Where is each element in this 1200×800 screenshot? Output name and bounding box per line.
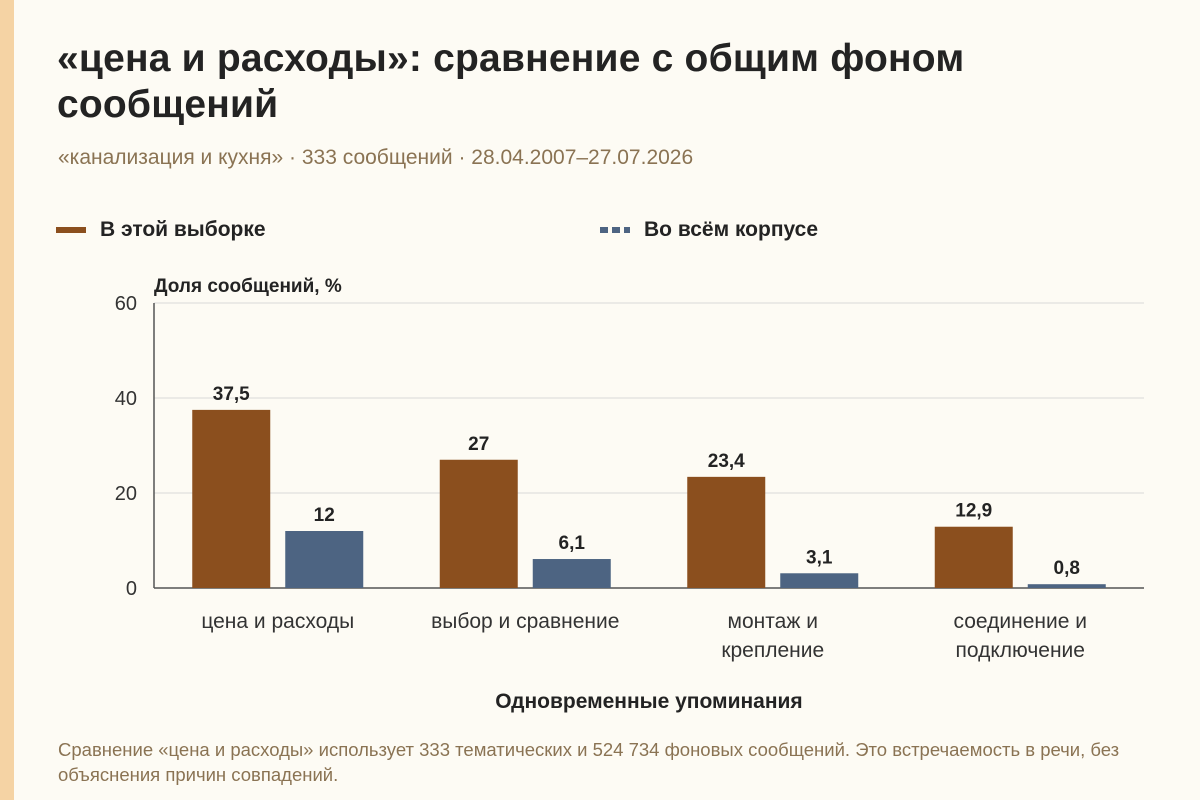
category-label: соединение и bbox=[954, 610, 1087, 633]
category-label: цена и расходы bbox=[201, 610, 354, 633]
legend-label-sample: В этой выборке bbox=[100, 218, 266, 241]
category-label: подключение bbox=[956, 639, 1085, 662]
y-tick-label: 60 bbox=[115, 293, 137, 315]
data-label: 27 bbox=[468, 434, 489, 455]
data-label: 3,1 bbox=[806, 547, 833, 568]
footnote: Сравнение «цена и расходы» использует 33… bbox=[58, 739, 1120, 785]
x-axis-label: Одновременные упоминания bbox=[495, 690, 802, 713]
category-label: монтаж и bbox=[728, 610, 818, 633]
legend-swatch-corpus bbox=[600, 227, 630, 233]
data-label: 37,5 bbox=[213, 384, 250, 405]
bar-corpus bbox=[1027, 584, 1106, 588]
bar-sample bbox=[687, 476, 766, 588]
bar-corpus bbox=[780, 573, 859, 588]
legend-item-sample: В этой выборке bbox=[56, 218, 266, 242]
bar-sample bbox=[192, 409, 271, 588]
bar-corpus bbox=[532, 559, 611, 588]
legend-label-corpus: Во всём корпусе bbox=[644, 218, 819, 241]
y-tick-label: 40 bbox=[115, 388, 137, 410]
chart-subtitle: «канализация и кухня» · 333 сообщений · … bbox=[58, 146, 694, 169]
legend-item-corpus: Во всём корпусе bbox=[600, 218, 818, 242]
category-label: крепление bbox=[721, 639, 824, 662]
y-axis-label: Доля сообщений, % bbox=[154, 276, 342, 297]
y-tick-label: 0 bbox=[126, 578, 137, 600]
data-label: 12,9 bbox=[955, 501, 992, 522]
bar-sample bbox=[934, 526, 1013, 588]
legend-swatch-sample bbox=[56, 227, 86, 233]
bar-corpus bbox=[285, 531, 364, 588]
bar-sample bbox=[439, 459, 518, 588]
data-label: 12 bbox=[314, 505, 335, 526]
data-label: 23,4 bbox=[708, 451, 745, 472]
data-label: 6,1 bbox=[559, 533, 586, 554]
category-label: выбор и сравнение bbox=[431, 610, 619, 633]
data-label: 0,8 bbox=[1054, 558, 1080, 579]
y-tick-label: 20 bbox=[115, 483, 137, 505]
chart-title: «цена и расходы»: сравнение с общим фоно… bbox=[57, 37, 965, 126]
accent-stripe bbox=[0, 0, 14, 800]
